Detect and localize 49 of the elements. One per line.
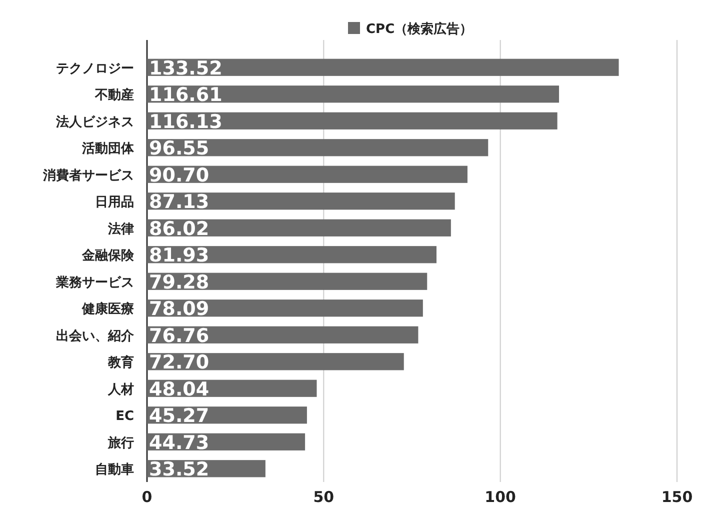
bar: [147, 272, 428, 290]
data-label: 76.76: [149, 324, 210, 347]
y-tick-label: 不動産: [94, 87, 134, 104]
data-label: 81.93: [149, 244, 210, 267]
bar: [147, 353, 404, 370]
data-label: 72.70: [149, 352, 210, 374]
bar: [147, 300, 423, 317]
data-label: 79.28: [149, 271, 210, 294]
x-tick-label: 0: [142, 488, 152, 506]
bar: [147, 58, 619, 76]
data-label: 78.09: [149, 298, 210, 320]
y-tick-label: 消費者サービス: [42, 168, 134, 184]
y-tick-label: 法律: [107, 222, 134, 237]
data-label: 33.52: [149, 458, 210, 481]
bar: [147, 139, 488, 156]
data-label: 45.27: [149, 405, 210, 428]
data-label: 116.13: [149, 110, 222, 133]
y-tick-label: 旅行: [107, 434, 134, 451]
x-tick-label: 150: [661, 488, 693, 506]
data-label: 116.61: [149, 84, 222, 106]
y-tick-label: 業務サービス: [55, 275, 134, 290]
bar: [147, 86, 560, 103]
x-tick-label: 50: [313, 488, 334, 506]
y-tick-label: 活動団体: [81, 142, 135, 157]
x-tick-label: 100: [484, 488, 516, 506]
y-tick-label: 人材: [107, 382, 134, 398]
y-tick-label: 教育: [107, 354, 134, 371]
data-label: 133.52: [149, 57, 222, 80]
bar: [147, 219, 451, 236]
data-label: 44.73: [149, 432, 210, 454]
data-label: 86.02: [149, 218, 210, 240]
y-tick-label: テクノロジー: [56, 61, 134, 76]
bar: [147, 192, 455, 210]
y-tick-label: 出会い、紹介: [56, 328, 135, 344]
data-label: 48.04: [149, 378, 210, 400]
y-tick-label: 自動車: [95, 462, 134, 478]
data-label: 90.70: [149, 164, 210, 186]
y-tick-label: EC: [116, 409, 134, 424]
data-label: 87.13: [149, 191, 210, 214]
bar: [147, 326, 418, 344]
y-tick-label: 日用品: [95, 195, 134, 210]
bar: [147, 246, 436, 264]
data-label: 96.55: [149, 138, 210, 160]
y-tick-label: 法人ビジネス: [55, 114, 134, 130]
bar: [147, 112, 558, 130]
legend-label: CPC（検索広告）: [366, 21, 473, 37]
bar: [147, 166, 468, 183]
y-tick-label: 金融保険: [81, 248, 135, 264]
y-tick-label: 健康医療: [81, 301, 134, 318]
